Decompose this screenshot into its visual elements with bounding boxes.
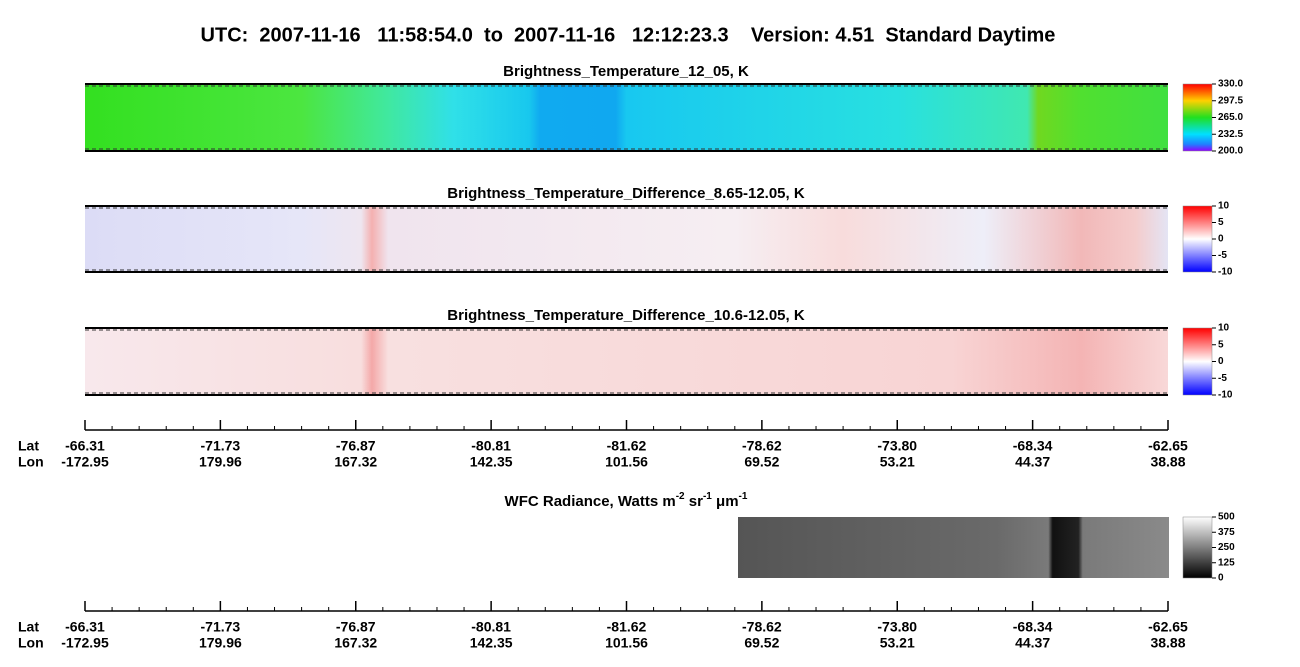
lon-tick-label: 69.52 — [744, 454, 779, 470]
colorbar-tick-label: 125 — [1218, 557, 1235, 568]
panel-title: Brightness_Temperature_Difference_8.65-1… — [447, 185, 805, 202]
lon-tick-label: 167.32 — [334, 635, 377, 651]
colorbar-tick-label: 200.0 — [1218, 146, 1243, 157]
panel-title: Brightness_Temperature_12_05, K — [503, 63, 749, 80]
lat-tick-label: -68.34 — [1013, 619, 1053, 635]
title-superscript: -1 — [703, 491, 712, 502]
lat-tick-label: -62.65 — [1148, 619, 1188, 635]
colorbar-tick-label: 330.0 — [1218, 79, 1243, 90]
lat-tick-label: -81.62 — [607, 619, 647, 635]
title-part: sr — [685, 493, 704, 510]
colorbar-tick-label: 232.5 — [1218, 129, 1243, 140]
image — [738, 517, 1169, 578]
title-superscript: -1 — [739, 491, 748, 502]
lat-tick-label: -81.62 — [607, 438, 647, 454]
lon-tick-label: 142.35 — [470, 635, 513, 651]
lat-tick-label: -71.73 — [201, 619, 241, 635]
lat-label: Lat — [18, 619, 39, 635]
title-superscript: -2 — [676, 491, 685, 502]
heatmap — [85, 84, 1168, 151]
colorbar-tick-label: 0 — [1218, 573, 1224, 584]
colorbar-tick-label: -5 — [1218, 250, 1227, 261]
lon-tick-label: 101.56 — [605, 635, 648, 651]
lat-tick-label: -78.62 — [742, 619, 782, 635]
lat-tick-label: -76.87 — [336, 438, 376, 454]
colorbar-tick-label: 265.0 — [1218, 112, 1243, 123]
colorbar-tick-label: 10 — [1218, 201, 1230, 212]
colorbar-tick-label: -10 — [1218, 390, 1233, 401]
lat-tick-label: -62.65 — [1148, 438, 1188, 454]
colorbar-tick-label: 375 — [1218, 527, 1235, 538]
colorbar-tick-label: -10 — [1218, 267, 1233, 278]
lon-tick-label: -172.95 — [61, 635, 109, 651]
heatmap — [85, 328, 1168, 395]
lon-tick-label: 44.37 — [1015, 635, 1050, 651]
colorbar-tick-label: 0 — [1218, 356, 1224, 367]
lon-tick-label: 53.21 — [880, 635, 915, 651]
colorbar — [1182, 83, 1213, 152]
colorbar-tick-label: 0 — [1218, 234, 1224, 245]
colorbar — [1182, 516, 1213, 579]
lon-tick-label: 179.96 — [199, 635, 242, 651]
title-part: WFC Radiance, Watts m — [505, 493, 676, 510]
colorbar-tick-label: 297.5 — [1218, 95, 1243, 106]
colorbar — [1182, 205, 1213, 273]
lon-tick-label: 53.21 — [880, 454, 915, 470]
figure-title: UTC: 2007-11-16 11:58:54.0 to 2007-11-16… — [201, 24, 1056, 46]
colorbar-tick-label: 5 — [1218, 217, 1224, 228]
lat-tick-label: -76.87 — [336, 619, 376, 635]
lat-tick-label: -68.34 — [1013, 438, 1053, 454]
colorbar-tick-label: 5 — [1218, 339, 1224, 350]
lon-tick-label: 38.88 — [1150, 635, 1185, 651]
heatmap — [85, 206, 1168, 272]
colorbar-tick-label: 250 — [1218, 542, 1235, 553]
lon-tick-label: 44.37 — [1015, 454, 1050, 470]
lon-tick-label: -172.95 — [61, 454, 109, 470]
colorbar-tick-label: -5 — [1218, 373, 1227, 384]
lon-tick-label: 167.32 — [334, 454, 377, 470]
panel-title: Brightness_Temperature_Difference_10.6-1… — [447, 307, 805, 324]
panel-title: WFC Radiance, Watts m-2 sr-1 μm-1 — [505, 491, 748, 510]
lon-tick-label: 101.56 — [605, 454, 648, 470]
colorbar-tick-label: 500 — [1218, 512, 1235, 523]
lat-tick-label: -80.81 — [471, 619, 511, 635]
lat-tick-label: -66.31 — [65, 438, 105, 454]
lat-tick-label: -73.80 — [877, 438, 917, 454]
lat-label: Lat — [18, 438, 39, 454]
lon-tick-label: 179.96 — [199, 454, 242, 470]
title-part: μm — [712, 493, 739, 510]
lat-tick-label: -73.80 — [877, 619, 917, 635]
lat-tick-label: -71.73 — [201, 438, 241, 454]
lat-tick-label: -80.81 — [471, 438, 511, 454]
colorbar — [1182, 327, 1213, 396]
colorbar-tick-label: 10 — [1218, 323, 1230, 334]
lon-label: Lon — [18, 454, 44, 470]
lat-tick-label: -78.62 — [742, 438, 782, 454]
lon-tick-label: 142.35 — [470, 454, 513, 470]
lat-tick-label: -66.31 — [65, 619, 105, 635]
lon-tick-label: 69.52 — [744, 635, 779, 651]
lon-tick-label: 38.88 — [1150, 454, 1185, 470]
lon-label: Lon — [18, 635, 44, 651]
